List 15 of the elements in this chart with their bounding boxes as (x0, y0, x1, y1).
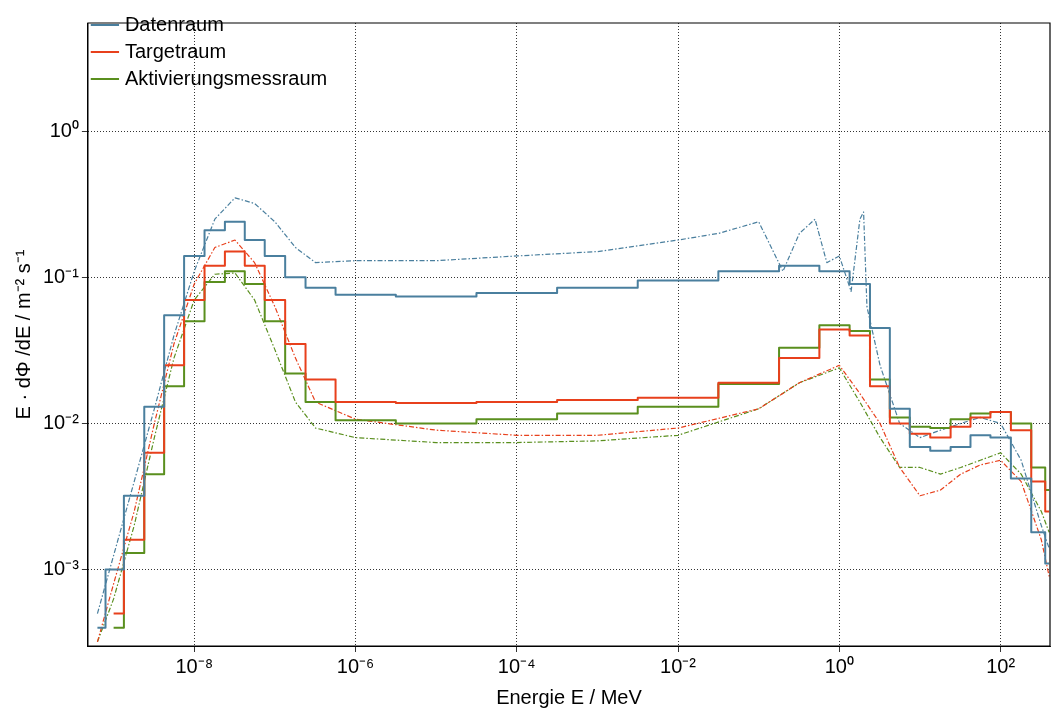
x-tick-label: 10⁻⁶ (336, 654, 375, 677)
x-tick-label: 10⁻² (660, 654, 697, 677)
x-tick-label: 10⁰ (824, 654, 854, 677)
y-tick-label: 10⁻² (43, 410, 80, 433)
x-axis-title: Energie E / MeV (496, 685, 643, 708)
legend-label: Datenraum (124, 12, 224, 35)
x-tick-label: 10⁻⁸ (175, 654, 214, 677)
legend-label: Aktivierungsmessraum (124, 66, 328, 89)
x-tick-label: 10⁻⁴ (497, 654, 536, 677)
legend-label: Targetraum (124, 39, 227, 62)
y-tick-label: 10⁰ (49, 118, 79, 141)
y-axis-title: E · dΦ /dE / m⁻² s⁻¹ (11, 249, 34, 420)
x-tick-label: 10² (986, 654, 1016, 677)
y-tick-label: 10⁻¹ (43, 264, 80, 287)
y-tick-label: 10⁻³ (43, 557, 80, 580)
